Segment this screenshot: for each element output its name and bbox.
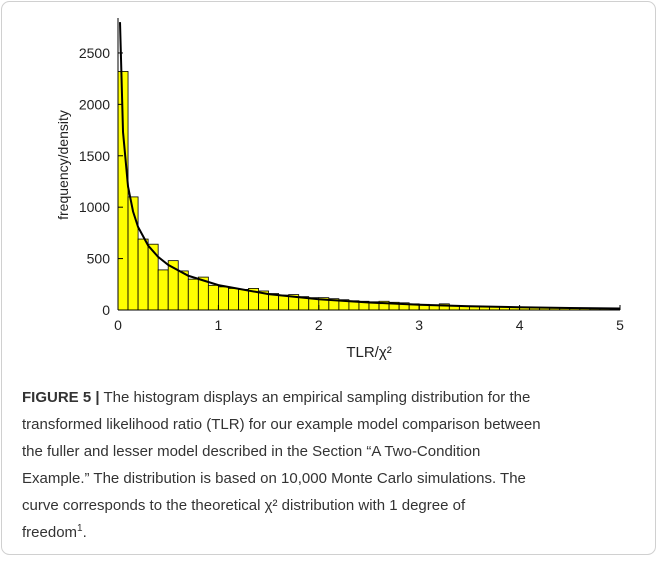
y-tick-label: 1500	[79, 148, 110, 164]
caption-text: Example.” The distribution is based on 1…	[22, 470, 526, 487]
y-tick-label: 2000	[79, 96, 110, 112]
bar	[278, 294, 290, 310]
caption-line: transformed likelihood ratio (TLR) for o…	[22, 416, 541, 433]
caption-text: transformed likelihood ratio (TLR) for o…	[22, 416, 541, 433]
bar	[137, 238, 149, 310]
bar	[238, 289, 249, 310]
bar	[228, 288, 239, 310]
bar	[157, 269, 169, 310]
caption-text: curve corresponds to the theoretical χ² …	[22, 497, 466, 514]
x-tick-label: 2	[315, 317, 323, 333]
caption-text: freedom	[22, 524, 77, 541]
bar	[217, 286, 229, 310]
x-axis-label: TLR/χ²	[346, 344, 391, 361]
footnote-marker: 1	[77, 523, 83, 534]
caption-line: Example.” The distribution is based on 1…	[22, 470, 526, 487]
bar	[207, 284, 219, 310]
caption-end: .	[83, 524, 87, 541]
caption-line: freedom1.	[22, 523, 87, 541]
caption-line: FIGURE 5 | The histogram displays an emp…	[22, 389, 530, 406]
density-curve	[119, 22, 620, 310]
y-tick-label: 2500	[79, 45, 110, 61]
x-tick-label: 4	[516, 317, 524, 333]
x-tick-label: 0	[114, 317, 122, 333]
x-tick-label: 5	[616, 317, 624, 333]
y-axis-label: frequency/density	[55, 110, 71, 220]
x-tick-label: 1	[215, 317, 223, 333]
caption-text: the fuller and lesser model described in…	[22, 443, 480, 460]
y-tick-label: 1000	[79, 199, 110, 215]
y-tick-label: 500	[87, 251, 111, 267]
y-tick-label: 0	[102, 302, 110, 318]
x-tick-label: 3	[415, 317, 423, 333]
bar	[187, 278, 199, 310]
caption-line: curve corresponds to the theoretical χ² …	[22, 497, 466, 514]
bar	[177, 270, 189, 310]
caption-label: FIGURE 5 |	[22, 389, 100, 406]
caption-text: The histogram displays an empirical samp…	[100, 389, 531, 406]
caption-line: the fuller and lesser model described in…	[22, 443, 480, 460]
